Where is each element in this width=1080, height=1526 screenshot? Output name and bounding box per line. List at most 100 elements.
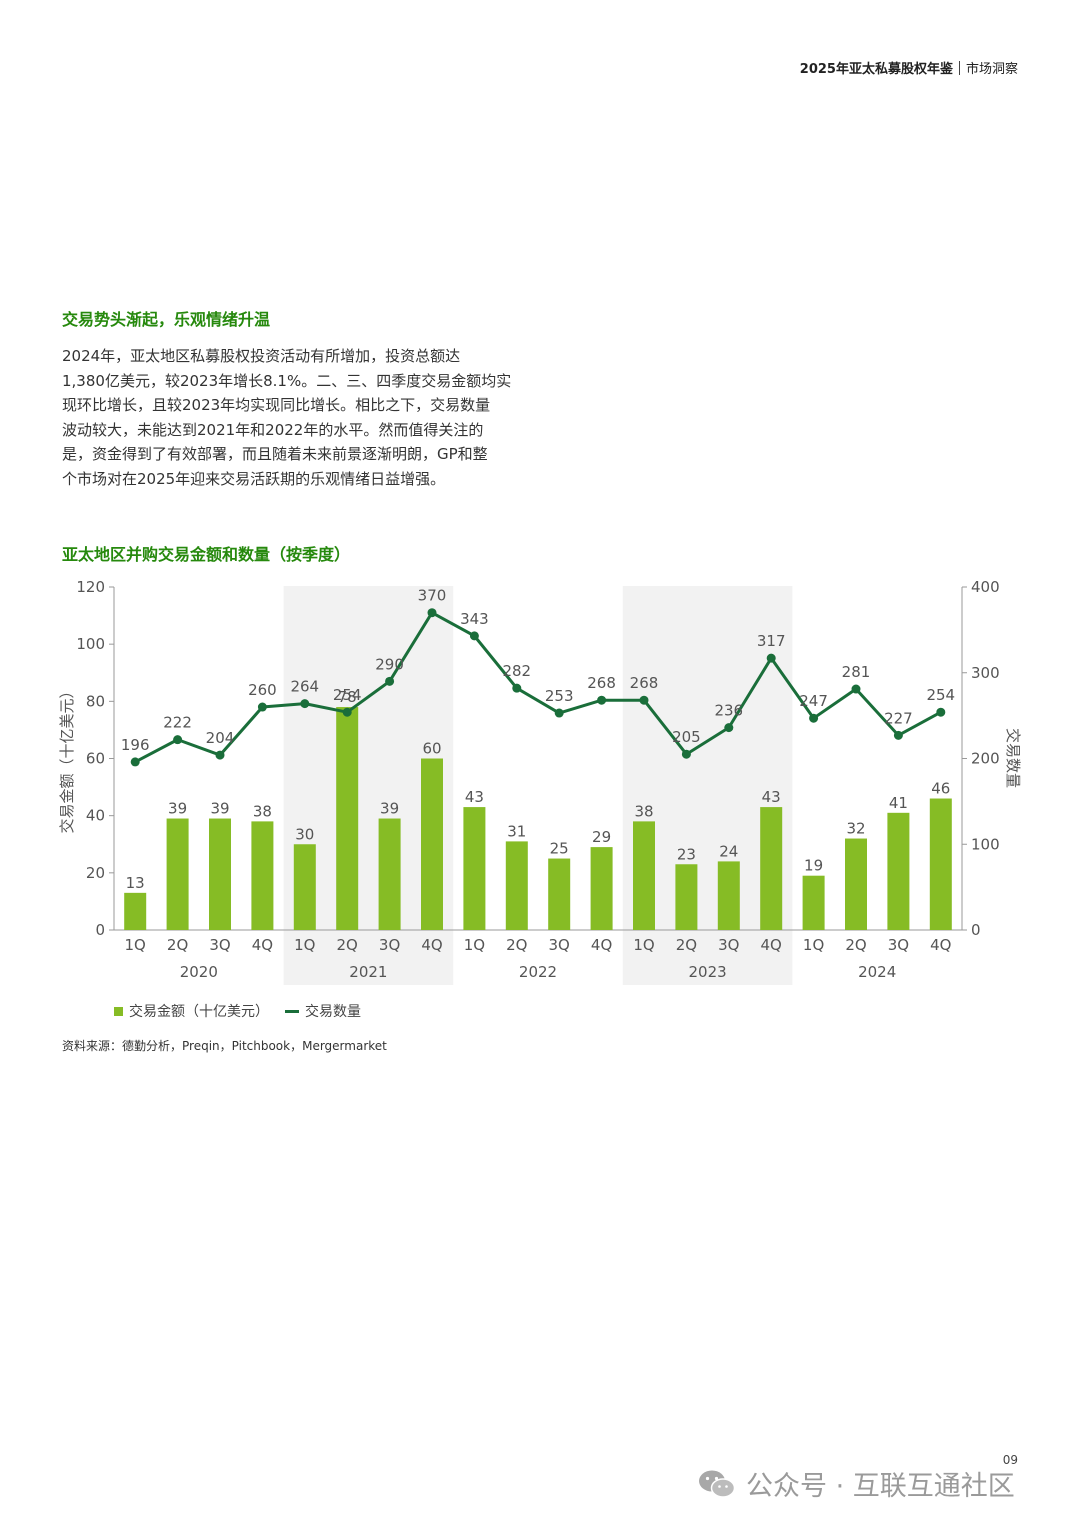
bar-value-label: 78 — [338, 688, 357, 706]
line-value-label: 222 — [163, 714, 192, 732]
bar — [336, 707, 359, 930]
line-point — [130, 757, 140, 767]
bar-value-label: 23 — [677, 845, 696, 863]
source-note: 资料来源：德勤分析，Preqin，Pitchbook，Mergermarket — [62, 1039, 387, 1053]
line-value-label: 205 — [672, 728, 701, 746]
bar — [887, 812, 910, 930]
line-value-label: 317 — [757, 632, 786, 650]
header-divider — [958, 61, 960, 75]
bar-value-label: 41 — [889, 794, 908, 812]
combo-chart: 0 20 40 60 80 100 120 0 100 200 300 400 交易金额（十亿美元） 交易… — [58, 578, 1022, 985]
bar — [251, 821, 274, 930]
year-label: 2024 — [858, 963, 896, 981]
wechat-icon — [699, 1470, 736, 1498]
bar — [166, 818, 189, 930]
count-line — [134, 611, 942, 764]
line-point — [300, 699, 310, 709]
body-paragraph: 2024年，亚太地区私募股权投资活动有所增加，投资总额达 1,380亿美元，较2… — [62, 344, 532, 491]
x-tick-label: 1Q — [464, 936, 485, 954]
bar-value-label: 39 — [210, 800, 229, 818]
x-tick-label: 3Q — [718, 936, 739, 954]
x-tick-label: 3Q — [549, 936, 570, 954]
watermark: 公众号 · 互联互通社区 — [698, 1464, 1015, 1503]
bar — [124, 892, 147, 930]
x-tick-label: 4Q — [252, 936, 273, 954]
line-value-label: 343 — [460, 610, 489, 628]
line-point — [809, 713, 819, 723]
left-tick-label: 80 — [86, 692, 105, 710]
bar — [929, 798, 952, 930]
line-value-label: 204 — [206, 729, 235, 747]
bar-value-label: 46 — [931, 780, 950, 798]
line-point — [639, 695, 649, 705]
year-label: 2021 — [349, 963, 387, 981]
bar — [845, 838, 867, 930]
bar-value-label: 39 — [380, 800, 399, 818]
legend-line-swatch — [285, 1009, 299, 1013]
report-title: 2025年亚太私募股权年鉴 — [799, 62, 953, 77]
bar — [590, 847, 613, 930]
watermark-text: 公众号 · 互联互通社区 — [746, 1471, 1015, 1502]
line-point — [554, 708, 564, 718]
line-value-label: 290 — [375, 655, 404, 673]
bar-value-label: 24 — [719, 842, 738, 860]
line-value-label: 253 — [545, 687, 574, 705]
x-tick-label: 1Q — [125, 936, 146, 954]
paragraph-line: 个市场对在2025年迎来交易活跃期的乐观情绪日益增强。 — [62, 469, 446, 488]
chart-legend: 交易金额（十亿美元） 交易数量 — [114, 1001, 361, 1021]
line-point — [215, 750, 225, 760]
x-tick-label: 4Q — [930, 936, 951, 954]
bar — [802, 875, 825, 930]
right-tick-label: 0 — [971, 921, 981, 939]
bar-value-label: 43 — [762, 788, 781, 806]
left-tick-label: 0 — [95, 921, 105, 939]
x-tick-label: 4Q — [421, 936, 442, 954]
chart-title: 亚太地区并购交易金额和数量（按季度） — [62, 545, 351, 564]
line-value-label: 227 — [884, 709, 913, 727]
paragraph-line: 是，资金得到了有效部署，而且随着未来前景逐渐明朗，GP和整 — [62, 445, 488, 463]
x-tick-label: 2Q — [337, 936, 358, 954]
line-value-label: 268 — [630, 674, 659, 692]
line-value-label: 264 — [290, 678, 319, 696]
line-point — [893, 730, 903, 740]
left-tick-label: 120 — [76, 578, 105, 596]
line-value-label: 196 — [121, 736, 150, 754]
bar-value-label: 19 — [804, 857, 823, 875]
line-point — [851, 684, 861, 694]
line-point — [724, 723, 734, 733]
line-value-label: 282 — [502, 662, 531, 680]
bar-value-label: 39 — [168, 800, 187, 818]
bar-value-label: 29 — [592, 828, 611, 846]
year-label: 2023 — [689, 963, 727, 981]
bar — [633, 821, 655, 930]
bar — [293, 844, 316, 930]
line-point — [173, 735, 183, 745]
bar — [717, 861, 740, 930]
paragraph-line: 波动较大，未能达到2021年和2022年的水平。然而值得关注的 — [62, 420, 484, 439]
left-axis-title: 交易金额（十亿美元） — [58, 683, 76, 833]
x-tick-label: 3Q — [379, 936, 400, 954]
right-tick-label: 200 — [971, 750, 1000, 768]
line-point — [385, 676, 395, 686]
bar-value-label: 43 — [465, 788, 484, 806]
line-value-label: 236 — [714, 702, 743, 720]
bar — [548, 858, 571, 930]
x-tick-label: 2Q — [167, 936, 188, 954]
section-heading: 交易势头渐起，乐观情绪升温 — [62, 310, 271, 329]
line-point — [469, 631, 479, 641]
bar-value-label: 60 — [422, 740, 441, 758]
bar — [378, 818, 401, 930]
legend-bar-label: 交易金额（十亿美元） — [129, 1004, 269, 1020]
x-tick-label: 3Q — [209, 936, 230, 954]
left-tick-label: 100 — [76, 635, 105, 653]
year-label: 2020 — [180, 963, 218, 981]
bar — [463, 807, 486, 930]
paragraph-line: 2024年，亚太地区私募股权投资活动有所增加，投资总额达 — [62, 347, 461, 365]
line-point — [342, 707, 352, 717]
bar-value-label: 13 — [126, 874, 145, 892]
x-tick-label: 3Q — [888, 936, 909, 954]
bar-value-label: 30 — [295, 825, 314, 843]
right-tick-label: 100 — [971, 835, 1000, 853]
bar — [421, 758, 443, 930]
line-point — [766, 653, 776, 663]
